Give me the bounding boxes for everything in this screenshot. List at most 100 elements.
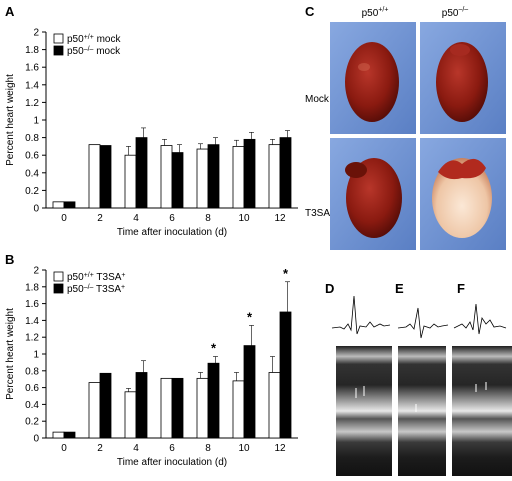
x-tick-label: 4	[133, 213, 139, 224]
bar-wt	[268, 144, 281, 209]
bar-wt	[88, 144, 101, 209]
y-tick-label: 0.2	[25, 417, 39, 428]
bar-ko	[135, 137, 148, 209]
bar-wt	[196, 148, 209, 209]
bar-wt	[268, 372, 281, 439]
bar-wt	[160, 145, 173, 209]
x-tick-label: 12	[274, 443, 286, 454]
y-tick-label: 1.6	[25, 299, 39, 310]
photo-col-label-wt: p50+/+	[361, 7, 389, 20]
bar-ko	[99, 145, 112, 209]
photo-col-label-ko: p50–/–	[441, 7, 469, 20]
panel-label-d: D	[325, 281, 335, 296]
y-tick-label: 0.4	[25, 400, 39, 411]
y-tick-label: 1	[33, 350, 39, 361]
bar-ko	[63, 201, 76, 209]
x-tick-label: 10	[238, 443, 250, 454]
mmode-echo-d	[336, 346, 392, 476]
bar-wt	[52, 201, 65, 209]
legend-swatch-ko	[53, 283, 64, 294]
y-tick-label: 0.6	[25, 151, 39, 162]
panel-label-e: E	[395, 281, 404, 296]
y-tick-label: 1.8	[25, 45, 39, 56]
y-tick-label: 0.4	[25, 168, 39, 179]
photo-row-label-t3sa: T3SA+	[305, 208, 336, 219]
y-tick-label: 0	[33, 434, 39, 445]
ecg-trace-e	[397, 307, 449, 339]
panel-label-f: F	[457, 281, 465, 296]
y-tick-label: 1.6	[25, 63, 39, 74]
bar-ko	[207, 144, 220, 209]
bar-ko	[135, 372, 148, 439]
photo-wt-mock	[330, 22, 416, 134]
photo-row-label-mock: Mock	[305, 94, 329, 105]
bar-chart-b: 0 0.2 0.4 0.6 0.8 1 1.2 1.4 1.6 1.8 2 Percent heart…	[5, 266, 298, 468]
panel-label-a: A	[5, 4, 15, 19]
bar-ko	[279, 137, 292, 209]
legend-swatch-wt	[53, 33, 64, 44]
photo-ko-t3sa	[420, 138, 506, 250]
x-tick-label: 6	[169, 443, 175, 454]
bar-ko	[171, 152, 184, 209]
significance-star: *	[247, 309, 253, 324]
mmode-echo-e	[398, 346, 446, 476]
bar-ko	[171, 377, 184, 439]
bar-wt	[160, 377, 173, 439]
panel-label-b: B	[5, 252, 15, 267]
y-tick-label: 1	[33, 116, 39, 127]
photo-ko-mock	[420, 22, 506, 134]
legend-swatch-wt	[53, 271, 64, 282]
legend-label-ko: p50–/– mock	[67, 46, 121, 57]
photo-wt-t3sa	[330, 138, 416, 250]
y-tick-label: 1.8	[25, 282, 39, 293]
x-tick-label: 8	[205, 443, 211, 454]
bar-wt	[124, 154, 137, 209]
x-axis-title: Time after inoculation (d)	[117, 457, 227, 468]
x-tick-label: 2	[97, 443, 103, 454]
bar-wt	[52, 431, 65, 439]
ecg-trace-d	[331, 295, 391, 335]
heart-photo-grid	[330, 22, 506, 250]
legend-swatch-ko	[53, 45, 64, 56]
bar-ko	[243, 138, 256, 209]
legend-label-wt: p50+/+ T3SA+	[67, 272, 126, 283]
x-tick-label: 2	[97, 213, 103, 224]
y-axis-title: Percent heart weight	[5, 74, 16, 166]
bar-wt	[232, 145, 245, 209]
y-tick-label: 0	[33, 204, 39, 215]
y-tick-label: 0.2	[25, 186, 39, 197]
x-tick-label: 4	[133, 443, 139, 454]
bar-ko	[63, 431, 76, 439]
bar-wt	[124, 391, 137, 439]
ecg-traces	[331, 295, 507, 339]
x-tick-label: 12	[274, 213, 286, 224]
bar-ko	[243, 345, 256, 439]
legend-label-wt: p50+/+ mock	[67, 34, 121, 45]
y-tick-label: 2	[33, 266, 39, 277]
x-tick-label: 0	[61, 443, 67, 454]
significance-star: *	[283, 266, 289, 281]
y-tick-label: 1.4	[25, 316, 39, 327]
y-tick-label: 0.6	[25, 383, 39, 394]
panel-label-c: C	[305, 4, 315, 19]
y-tick-label: 1.4	[25, 80, 39, 91]
x-tick-label: 10	[238, 213, 250, 224]
mmode-echo-images	[336, 346, 512, 476]
bar-wt	[196, 377, 209, 439]
bar-ko	[279, 311, 292, 439]
y-tick-label: 0.8	[25, 133, 39, 144]
y-tick-label: 1.2	[25, 333, 39, 344]
y-tick-label: 0.8	[25, 366, 39, 377]
bar-wt	[232, 380, 245, 439]
y-tick-label: 2	[33, 28, 39, 39]
bar-ko	[207, 362, 220, 439]
x-tick-label: 6	[169, 213, 175, 224]
legend-label-ko: p50–/– T3SA+	[67, 284, 125, 295]
x-axis-title: Time after inoculation (d)	[117, 227, 227, 238]
bar-ko	[99, 372, 112, 439]
mmode-echo-f	[452, 346, 512, 476]
bar-wt	[88, 382, 101, 439]
x-tick-label: 8	[205, 213, 211, 224]
significance-star: *	[211, 341, 217, 356]
y-axis-title: Percent heart weight	[5, 308, 16, 400]
